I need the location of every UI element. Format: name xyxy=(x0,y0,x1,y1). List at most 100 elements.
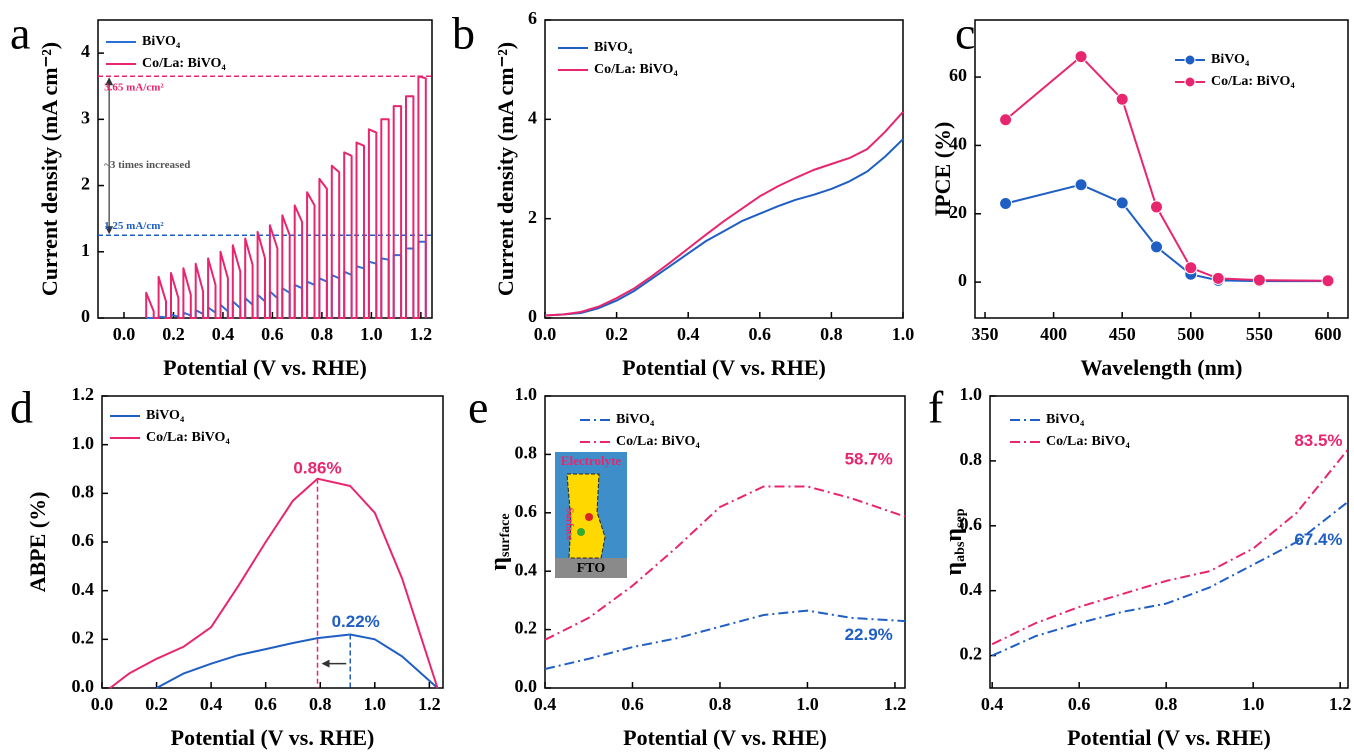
y-axis-label: Current density (mA cm⁻²) xyxy=(37,42,62,296)
x-tick-label: 0.2 xyxy=(162,324,185,344)
series-line xyxy=(109,477,439,689)
x-tick-label: 0.4 xyxy=(677,324,700,344)
y-label-sub: surface xyxy=(498,513,513,557)
annotation: 22.9% xyxy=(845,625,893,644)
legend-label: Co/La: BiVO₄ xyxy=(594,62,678,77)
y-tick-label: 2 xyxy=(528,207,537,227)
y-tick-label: 4 xyxy=(81,41,90,61)
y-tick-label: 0.4 xyxy=(515,559,538,579)
inset-fto xyxy=(555,558,627,578)
series-line xyxy=(544,609,906,670)
annotation: 83.5% xyxy=(1294,431,1342,450)
x-tick-label: 0.8 xyxy=(1155,694,1178,714)
y-tick-label: 1 xyxy=(81,240,90,260)
x-tick-label: 0.4 xyxy=(200,694,223,714)
legend-label: BiVO₄ xyxy=(142,34,181,49)
y-label-main: η xyxy=(941,528,967,542)
x-tick-label: 600 xyxy=(1314,324,1341,344)
x-axis-label: Wavelength (nm) xyxy=(1081,355,1243,380)
y-tick-label: 3 xyxy=(81,107,90,127)
data-point xyxy=(999,113,1013,127)
y-tick-label: 20 xyxy=(949,202,967,222)
data-point xyxy=(1184,261,1198,275)
x-tick-label: 1.2 xyxy=(410,324,433,344)
annotation: 3.65 mA/cm² xyxy=(104,82,164,94)
x-axis-label: Potential (V vs. RHE) xyxy=(623,725,827,750)
plot-frame xyxy=(989,395,1349,689)
x-tick-label: 1.0 xyxy=(892,324,915,344)
y-tick-label: 0.6 xyxy=(960,514,983,534)
panel-label: f xyxy=(928,382,944,433)
legend-label: Co/La: BiVO₄ xyxy=(1211,74,1295,89)
data-point xyxy=(1074,50,1088,64)
series-line xyxy=(1005,183,1328,283)
y-tick-label: 4 xyxy=(528,107,537,127)
data-point xyxy=(1149,240,1163,254)
series-line xyxy=(544,111,904,317)
panel-label: c xyxy=(955,8,975,59)
series-line xyxy=(991,448,1349,646)
x-tick-label: 1.0 xyxy=(360,324,383,344)
y-axis-label: ABPE (%) xyxy=(25,492,50,593)
series-line xyxy=(156,633,439,689)
y-axis-label: Current density (mA cm⁻²) xyxy=(493,42,518,296)
legend-label: Co/La: BiVO₄ xyxy=(616,434,700,449)
y-tick-label: 0.0 xyxy=(72,676,95,696)
y-tick-label: 1.0 xyxy=(960,384,983,404)
y-tick-label: 0.8 xyxy=(515,443,538,463)
series-line xyxy=(544,485,906,641)
inset-label: FTO xyxy=(577,561,606,576)
x-tick-label: 550 xyxy=(1246,324,1273,344)
x-tick-label: 0.4 xyxy=(212,324,235,344)
x-tick-label: 0.2 xyxy=(145,694,168,714)
legend-label: BiVO₄ xyxy=(1046,412,1085,427)
y-tick-label: 0.8 xyxy=(960,449,983,469)
data-point xyxy=(1115,196,1129,210)
x-tick-label: 0.4 xyxy=(534,694,557,714)
x-axis-label: Potential (V vs. RHE) xyxy=(171,725,375,750)
data-point xyxy=(1321,274,1335,288)
y-label-sub: sep xyxy=(953,508,968,528)
x-tick-label: 0.6 xyxy=(1068,694,1091,714)
x-tick-label: 0.0 xyxy=(91,694,114,714)
x-tick-label: 450 xyxy=(1109,324,1136,344)
y-tick-label: 0.4 xyxy=(72,579,95,599)
x-axis-label: Potential (V vs. RHE) xyxy=(622,355,826,380)
panel-label: a xyxy=(10,8,30,59)
x-tick-label: 0.2 xyxy=(605,324,628,344)
y-tick-label: 0.8 xyxy=(72,481,95,501)
y-tick-label: 0.6 xyxy=(72,530,95,550)
y-tick-label: 1.0 xyxy=(72,433,95,453)
series-line xyxy=(991,501,1349,657)
x-tick-label: 0.8 xyxy=(709,694,732,714)
data-point xyxy=(1211,271,1225,285)
inset-label: Surface xyxy=(564,508,575,541)
x-tick-label: 350 xyxy=(972,324,999,344)
annotation: 67.4% xyxy=(1294,530,1342,549)
legend-label: BiVO₄ xyxy=(594,40,633,55)
legend-label: Co/La: BiVO₄ xyxy=(146,430,230,445)
series-line xyxy=(544,138,904,317)
inset-label: Electrolyte xyxy=(561,453,622,468)
data-point xyxy=(1149,200,1163,214)
annotation: 0.86% xyxy=(293,458,341,477)
x-tick-label: 0.6 xyxy=(749,324,772,344)
y-label-sub: abs xyxy=(953,541,968,562)
y-axis-label: IPCE (%) xyxy=(930,122,955,217)
x-tick-label: 1.2 xyxy=(1329,694,1352,714)
legend-label: BiVO₄ xyxy=(1211,52,1250,67)
panel-label: d xyxy=(10,382,33,433)
inset-electron xyxy=(577,528,585,536)
series-line xyxy=(145,75,427,319)
y-tick-label: 0.2 xyxy=(515,618,538,638)
inset-hole xyxy=(585,513,593,521)
y-tick-label: 1.2 xyxy=(72,384,95,404)
legend-marker xyxy=(1184,76,1196,88)
x-tick-label: 1.0 xyxy=(364,694,387,714)
annotation: ~3 times increased xyxy=(104,159,190,171)
y-tick-label: 0.2 xyxy=(72,627,95,647)
x-axis-label: Potential (V vs. RHE) xyxy=(163,355,367,380)
data-point xyxy=(1252,273,1266,287)
panel-label: e xyxy=(468,382,488,433)
